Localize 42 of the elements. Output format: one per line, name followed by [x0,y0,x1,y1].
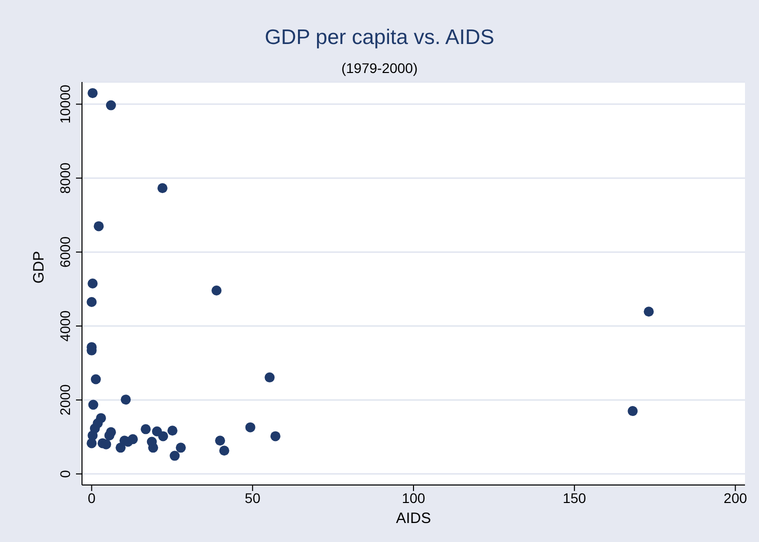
x-axis-title: AIDS [396,510,432,527]
point [176,442,186,453]
point [219,446,230,456]
point [88,88,98,98]
chart-subtitle: (1979-2000) [340,60,419,76]
point [245,422,256,432]
point [101,439,112,450]
x-tick-label: 150 [562,490,586,506]
point [215,436,226,446]
x-tick-label: 0 [88,490,96,506]
point [86,296,97,307]
point [88,278,98,288]
point [157,183,168,194]
point [167,426,178,436]
point [128,434,138,444]
x-tick-label: 200 [724,490,748,506]
y-tick-label: 10000 [57,84,73,124]
y-tick-label: 2000 [57,384,73,416]
point [148,442,158,453]
point [140,424,151,434]
point [212,286,222,296]
point [644,306,654,317]
point [120,394,131,405]
point [86,438,97,448]
x-tick-label: 50 [244,490,261,506]
y-tick-label: 8000 [57,162,73,194]
point [170,450,180,461]
x-tick-label: 100 [402,490,426,506]
y-tick-label: 6000 [57,236,73,268]
chart-title: GDP per capita vs. AIDS [264,26,496,50]
point [104,430,114,440]
y-tick-label: 4000 [57,310,73,342]
y-tick-label: 0 [57,470,73,478]
point [88,400,98,410]
point [270,431,280,442]
point [90,374,101,384]
y-axis-title: GDP [30,250,48,284]
point [628,406,638,416]
point [106,100,116,110]
point [94,221,104,232]
point [158,431,168,442]
point [264,372,275,382]
